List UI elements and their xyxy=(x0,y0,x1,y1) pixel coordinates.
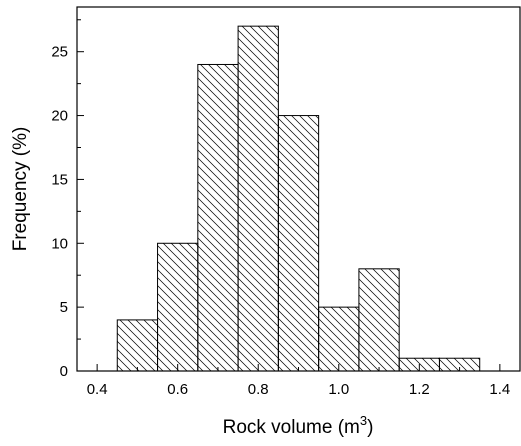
bar-2 xyxy=(197,63,239,372)
y-axis-ticks xyxy=(77,19,84,372)
y-tick-label: 0 xyxy=(60,363,68,380)
bar-3 xyxy=(237,25,279,372)
y-tick-label: 20 xyxy=(51,108,68,125)
y-tick-label: 5 xyxy=(60,299,68,316)
y-tick-label: 25 xyxy=(51,44,68,61)
x-axis-ticks xyxy=(96,364,501,371)
x-axis-label: Rock volume (m3) xyxy=(223,413,374,438)
bar-4 xyxy=(277,115,320,372)
y-tick-label: 15 xyxy=(51,171,68,188)
y-tick-label: 10 xyxy=(51,235,68,252)
y-axis-tick-labels: 0 5 10 15 20 25 xyxy=(51,44,68,380)
x-tick-label: 1.2 xyxy=(409,381,430,398)
bar-0 xyxy=(116,319,159,372)
x-tick-label: 0.8 xyxy=(248,381,269,398)
x-tick-label: 1.4 xyxy=(489,381,510,398)
y-axis-label: Frequency (%) xyxy=(10,127,31,252)
x-axis-tick-labels: 0.4 0.6 0.8 1.0 1.2 1.4 xyxy=(87,381,511,398)
bar-1 xyxy=(157,242,199,372)
bar-6 xyxy=(358,268,400,372)
bars-group xyxy=(116,25,481,372)
x-tick-label: 0.6 xyxy=(167,381,188,398)
x-tick-label: 0.4 xyxy=(87,381,108,398)
x-tick-label: 1.0 xyxy=(328,381,349,398)
bar-5 xyxy=(318,306,360,372)
